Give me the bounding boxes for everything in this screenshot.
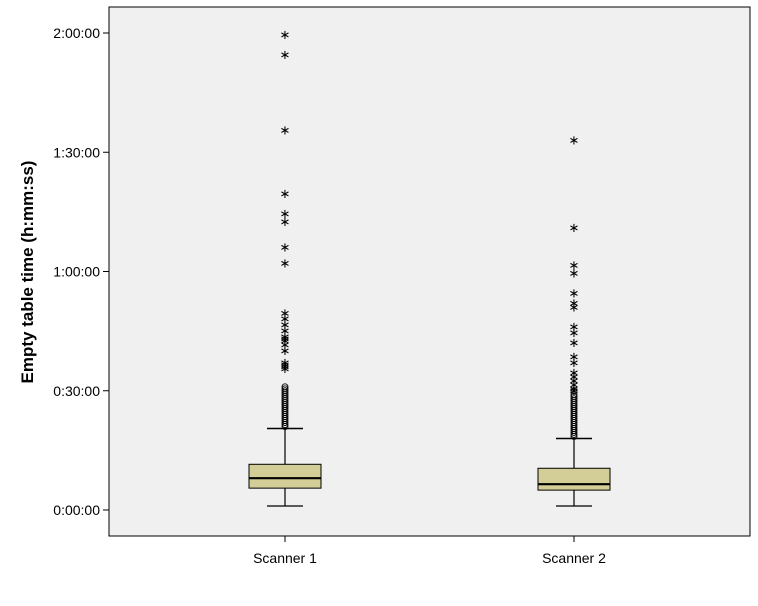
y-tick-label: 1:30:00 <box>53 144 100 160</box>
outlier-star: ∗ <box>280 334 291 349</box>
outlier-star: ∗ <box>569 382 580 397</box>
plot-background <box>108 6 751 537</box>
outlier-star: ∗ <box>569 286 580 301</box>
outlier-star: ∗ <box>280 362 291 377</box>
outlier-star: ∗ <box>280 28 291 43</box>
box-1: ∗∗∗∗∗∗∗∗∗∗∗∗∗∗∗∗∗∗∗∗∗ <box>248 28 322 507</box>
y-tick-label: 2:00:00 <box>53 25 100 41</box>
outlier-star: ∗ <box>569 267 580 282</box>
outlier-star: ∗ <box>280 360 291 375</box>
outlier-star: ∗ <box>569 356 580 371</box>
outlier-star: ∗ <box>280 187 291 202</box>
outlier-star: ∗ <box>280 324 291 339</box>
y-tick-label: 0:30:00 <box>53 383 100 399</box>
outlier-star: ∗ <box>280 312 291 327</box>
outlier-star: ∗ <box>280 332 291 347</box>
outlier-star: ∗ <box>569 221 580 236</box>
outlier-star: ∗ <box>569 336 580 351</box>
outlier-circle <box>281 383 289 391</box>
outlier-star: ∗ <box>280 356 291 371</box>
iqr-box <box>537 467 611 491</box>
outlier-star: ∗ <box>569 374 580 389</box>
outlier-star: ∗ <box>569 370 580 385</box>
outlier-star: ∗ <box>569 350 580 365</box>
y-axis: 0:00:00 0:30:00 1:00:00 1:30:00 2:00:00 <box>53 25 109 518</box>
x-tick-label: Scanner 1 <box>253 550 317 566</box>
outlier-star: ∗ <box>569 259 580 274</box>
outlier-circle <box>570 387 578 395</box>
outlier-star: ∗ <box>569 378 580 393</box>
outlier-star: ∗ <box>280 330 291 345</box>
y-axis-title: Empty table time (h:mm:ss) <box>18 161 37 384</box>
outlier-star: ∗ <box>280 344 291 359</box>
outlier-star: ∗ <box>280 358 291 373</box>
outlier-star: ∗ <box>280 318 291 333</box>
outlier-circle <box>570 395 578 403</box>
y-tick-label: 0:00:00 <box>53 502 100 518</box>
box-2: ∗∗∗∗∗∗∗∗∗∗∗∗∗∗∗∗∗∗ <box>537 133 611 507</box>
outlier-star: ∗ <box>569 133 580 148</box>
outlier-star: ∗ <box>569 384 580 399</box>
outlier-circle <box>281 387 289 395</box>
outlier-star: ∗ <box>569 326 580 341</box>
outlier-star: ∗ <box>280 338 291 353</box>
outlier-star: ∗ <box>569 300 580 315</box>
outlier-star: ∗ <box>280 257 291 272</box>
outlier-star: ∗ <box>280 306 291 321</box>
iqr-box <box>248 463 322 489</box>
outlier-star: ∗ <box>280 123 291 138</box>
outlier-star: ∗ <box>280 207 291 222</box>
outlier-star: ∗ <box>280 48 291 63</box>
outlier-star: ∗ <box>280 241 291 256</box>
outlier-circle <box>570 391 578 399</box>
outlier-circle <box>281 385 289 393</box>
x-axis: Scanner 1 Scanner 2 <box>253 536 606 566</box>
y-tick-label: 1:00:00 <box>53 264 100 280</box>
outlier-star: ∗ <box>569 366 580 381</box>
outlier-star: ∗ <box>280 215 291 230</box>
boxes: ∗∗∗∗∗∗∗∗∗∗∗∗∗∗∗∗∗∗∗∗∗∗∗∗∗∗∗∗∗∗∗∗∗∗∗∗∗∗∗ <box>248 28 611 507</box>
outlier-star: ∗ <box>569 320 580 335</box>
outlier-star: ∗ <box>569 296 580 311</box>
x-tick-label: Scanner 2 <box>542 550 606 566</box>
